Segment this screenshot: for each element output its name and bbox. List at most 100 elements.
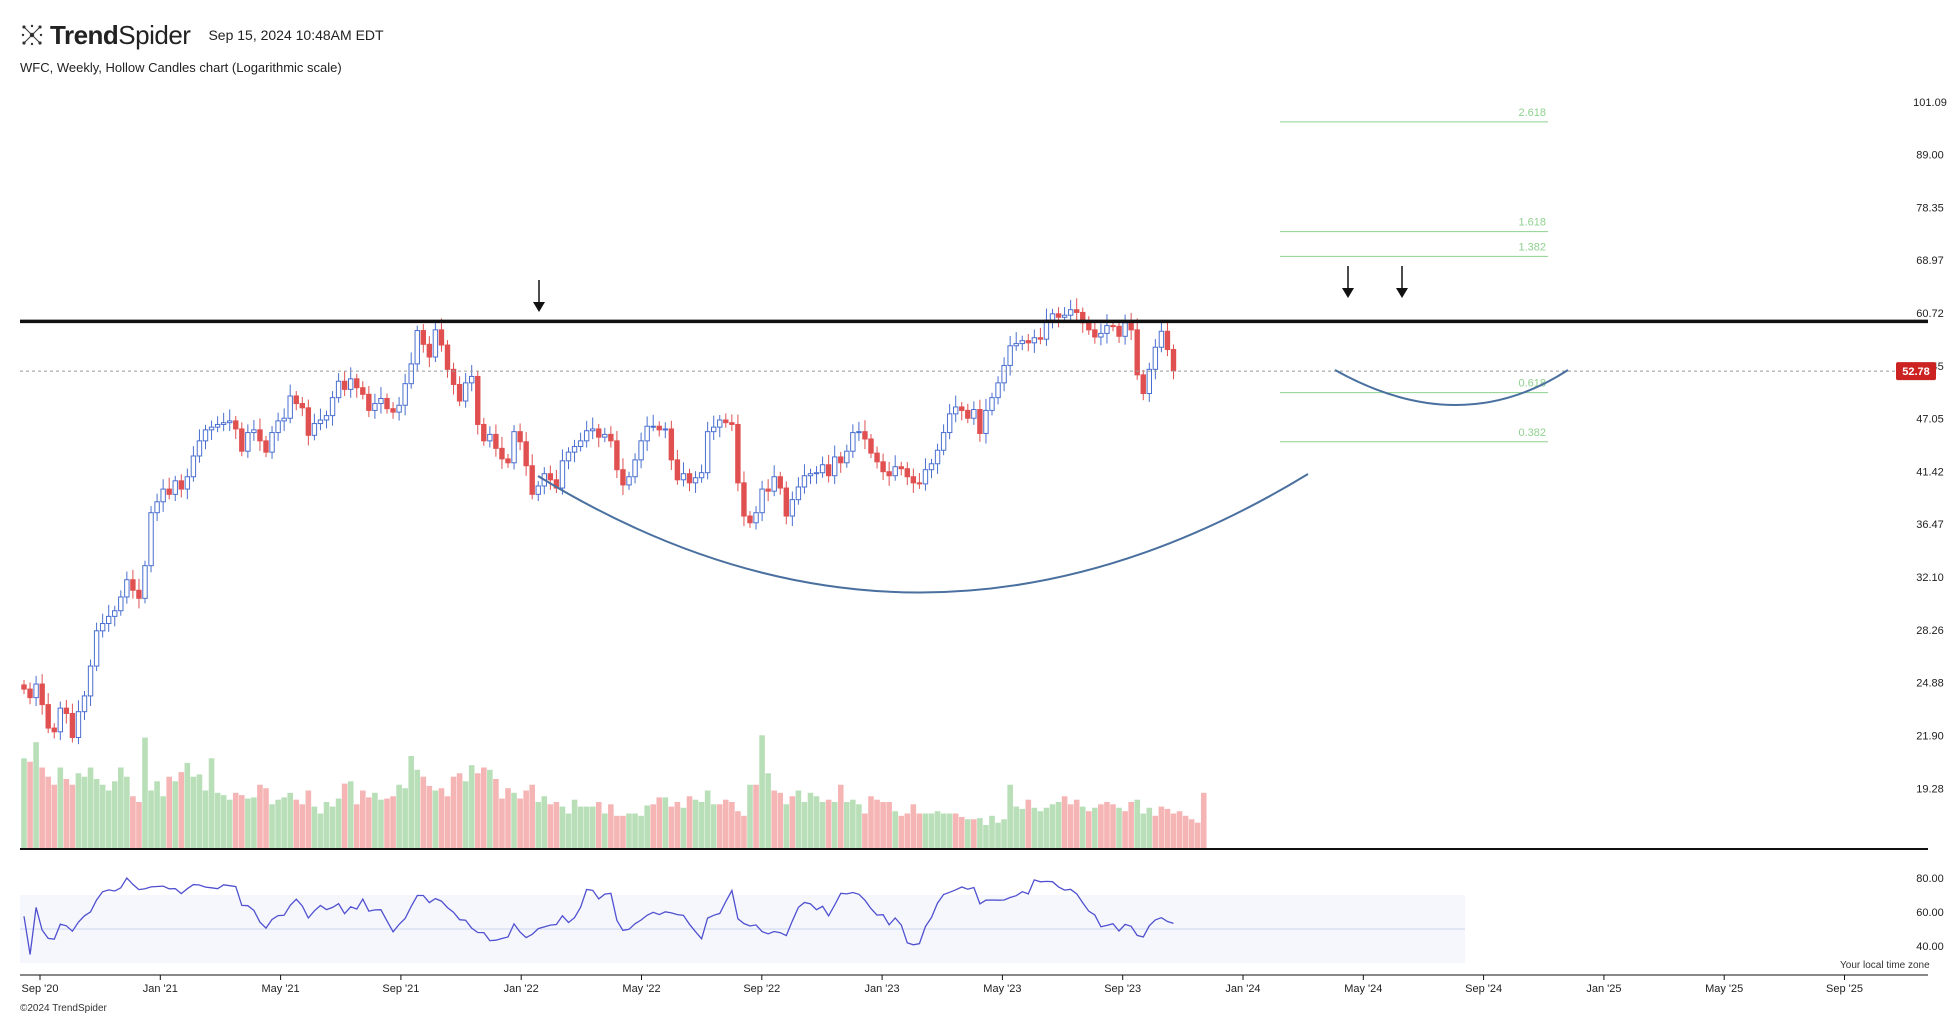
volume-bar: [1122, 811, 1128, 848]
volume-bar: [886, 802, 892, 848]
y-tick-label: 60.72: [1916, 308, 1944, 320]
candle-body: [402, 383, 408, 406]
candle-body: [142, 565, 148, 599]
volume-bar: [1152, 815, 1159, 848]
candle-body: [75, 711, 82, 738]
candle-body: [154, 501, 160, 514]
volume-bar: [753, 784, 759, 848]
x-tick-label: Sep '22: [743, 983, 780, 995]
candle-body: [535, 485, 541, 495]
candle-body: [408, 363, 414, 385]
volume-bar: [148, 790, 154, 848]
candle-body: [239, 428, 245, 452]
volume-bar: [275, 799, 281, 848]
candle-body: [1128, 322, 1134, 331]
volume-bar: [892, 811, 898, 848]
volume-bar: [1067, 804, 1074, 848]
volume-bar: [559, 806, 566, 848]
volume-bar: [245, 798, 251, 848]
volume-bar: [118, 767, 124, 848]
volume-bar: [874, 799, 880, 848]
candle-body: [299, 403, 306, 409]
volume-bar: [93, 779, 100, 848]
y-tick-label: 41.42: [1916, 466, 1944, 478]
volume-bar: [674, 802, 681, 848]
candle-body: [1146, 368, 1152, 394]
volume-bar: [686, 796, 693, 848]
candle-body: [1001, 364, 1007, 384]
candle-body: [850, 432, 856, 452]
candle-body: [620, 469, 626, 486]
volume-bar: [360, 790, 366, 848]
volume-bar: [257, 784, 263, 848]
volume-bar: [928, 813, 935, 848]
volume-bar: [850, 799, 856, 848]
volume-bar: [789, 796, 796, 848]
candle-body: [1134, 329, 1140, 376]
candle-body: [753, 512, 759, 524]
candle-body: [953, 406, 959, 415]
volume-bar: [620, 815, 626, 848]
y-tick-label: 36.47: [1916, 519, 1944, 531]
volume-bar: [130, 796, 136, 848]
rsi-tick-label: 80.00: [1916, 873, 1944, 885]
y-tick-label: 19.28: [1916, 783, 1944, 795]
x-tick-label: May '25: [1705, 983, 1743, 995]
peak-arrow-head: [1396, 288, 1408, 298]
volume-bar: [632, 813, 638, 848]
candle-body: [329, 397, 336, 417]
candle-body: [1031, 337, 1038, 344]
candle-body: [747, 515, 753, 524]
candle-body: [511, 431, 517, 464]
volume-bar: [777, 792, 784, 848]
x-tick-label: Sep '25: [1826, 983, 1863, 995]
candle-body: [184, 476, 191, 490]
candle-body: [559, 460, 566, 489]
peak-arrow-head: [1342, 288, 1354, 298]
candle-body: [414, 330, 420, 365]
x-tick-label: Jan '21: [143, 983, 178, 995]
volume-bar: [650, 804, 656, 848]
volume-bar: [81, 776, 88, 848]
volume-bar: [801, 802, 808, 848]
fib-level-label: 1.382: [1518, 241, 1546, 253]
candle-body: [33, 683, 39, 699]
volume-bar: [160, 796, 166, 848]
candle-body: [172, 480, 178, 495]
volume-bar: [57, 767, 64, 848]
volume-bar: [614, 815, 620, 848]
candle-body: [590, 428, 596, 432]
volume-bar: [63, 779, 70, 848]
candle-body: [547, 473, 554, 481]
volume-bar: [1116, 807, 1122, 848]
candle-body: [650, 425, 656, 428]
candle-body: [112, 610, 118, 617]
candle-body: [801, 475, 808, 488]
candle-body: [704, 431, 711, 474]
candle-body: [517, 431, 523, 443]
candle-body: [674, 459, 681, 481]
volume-bar: [662, 797, 669, 848]
volume-bar: [995, 822, 1001, 848]
volume-bar: [1188, 819, 1195, 848]
candle-body: [608, 433, 614, 442]
candle-body: [462, 382, 469, 402]
volume-bar: [529, 784, 535, 848]
candle-body: [390, 408, 396, 413]
candle-body: [305, 407, 312, 436]
volume-bar: [142, 737, 148, 848]
volume-bar: [1019, 808, 1026, 848]
candle-body: [777, 476, 783, 489]
candle-body: [63, 707, 70, 714]
candle-body: [922, 469, 929, 485]
candle-body: [335, 380, 342, 399]
volume-bar: [414, 769, 421, 848]
candle-body: [493, 433, 499, 449]
candle-body: [487, 433, 493, 442]
candle-body: [420, 330, 427, 345]
volume-bar: [862, 813, 868, 848]
volume-bar: [462, 781, 469, 848]
cup-curve: [537, 473, 1309, 594]
volume-bar: [910, 804, 917, 848]
